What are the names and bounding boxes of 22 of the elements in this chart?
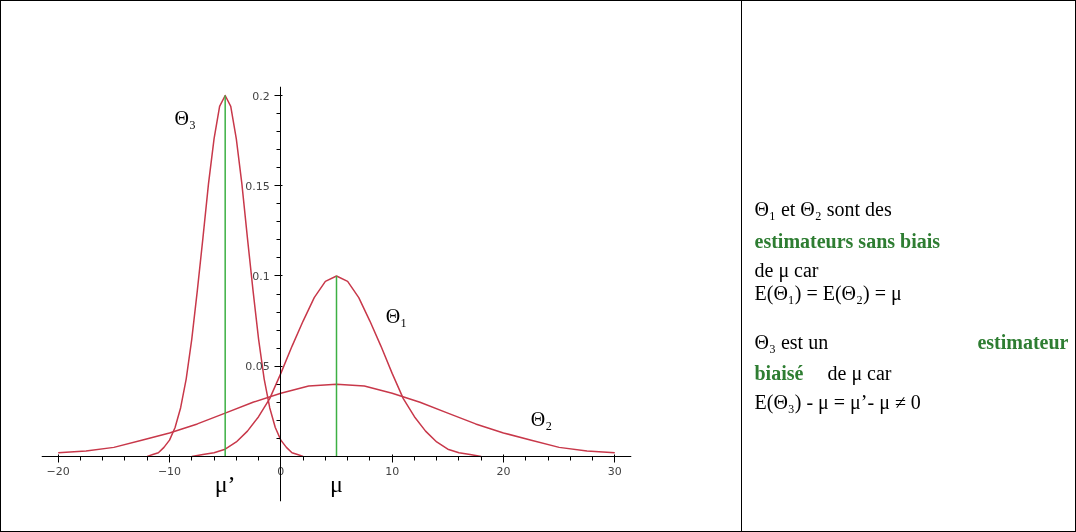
annotation: μ’ [214, 471, 236, 498]
x-tick-label: 20 [496, 465, 511, 479]
y-tick-label: 0.2 [252, 89, 270, 103]
x-tick-label: −10 [157, 465, 182, 479]
text: estimateur [977, 330, 1069, 353]
text: de μ car [754, 258, 819, 282]
x-tick-label: 10 [385, 465, 400, 479]
x-tick-label: 30 [607, 465, 622, 479]
series-label: Θ₁ [385, 304, 408, 327]
y-tick-label: 0.1 [252, 269, 270, 283]
y-tick-label: 0.15 [245, 179, 270, 193]
text: E(Θ₃) - μ = μ’- μ ≠ 0 [754, 391, 921, 415]
text: Θ₃ est un [754, 330, 829, 353]
text: biaisé [754, 362, 804, 385]
text: de μ car [827, 362, 892, 386]
text: estimateurs sans biais [754, 229, 941, 252]
annotation: μ [330, 471, 343, 498]
series-label: Θ₃ [174, 106, 196, 129]
text: Θ₁ et Θ₂ sont des [754, 198, 892, 221]
x-tick-label: −20 [46, 465, 70, 479]
text: E(Θ₁) = E(Θ₂) = μ [754, 282, 902, 306]
series-label: Θ₂ [530, 408, 553, 431]
